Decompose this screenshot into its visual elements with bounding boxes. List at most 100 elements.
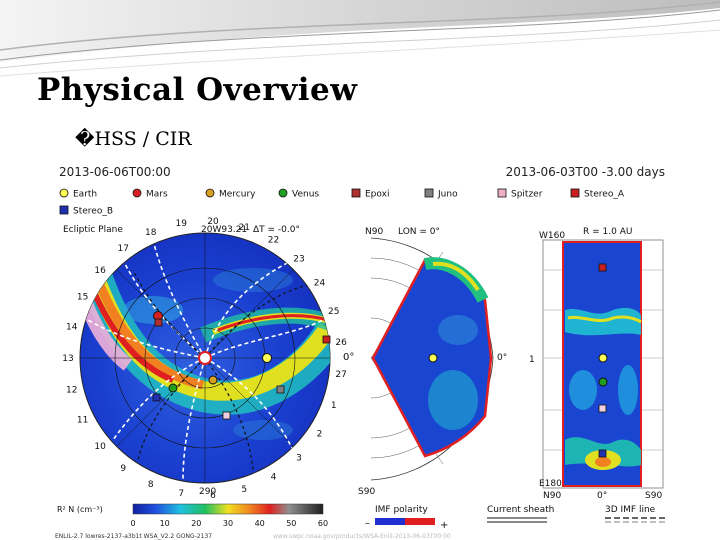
time-left-label: 2013-06-06T00:00 <box>59 165 171 179</box>
legend-label-mercury: Mercury <box>219 190 256 200</box>
imf-polarity-legend: IMF polarity – + <box>365 505 448 531</box>
ecliptic-bottom-angle: 290 <box>199 487 216 497</box>
legend-label-juno: Juno <box>437 190 458 200</box>
legend-label-venus: Venus <box>292 190 319 200</box>
radial-stereo-a-marker <box>598 263 607 272</box>
imf-line-legend: 3D IMF line <box>605 505 665 523</box>
radial-mid-label: 1 <box>529 355 535 365</box>
radial-bottom-s90: S90 <box>645 491 662 501</box>
radial-bottom-n90: N90 <box>543 491 561 501</box>
carrington-number: 1 <box>331 401 337 411</box>
carrington-number: 13 <box>62 354 73 364</box>
legend: Earth Mars Mercury Venus Epoxi Juno Spitzer Ste… <box>59 188 625 217</box>
radial-earth-marker <box>598 353 608 363</box>
header-swoosh-decoration <box>0 0 720 77</box>
colorbar-tick: 10 <box>160 519 170 528</box>
radial-top-left-label: W160 <box>539 231 565 241</box>
legend-swatch-venus <box>278 188 288 198</box>
legend-swatch-mars <box>132 188 142 198</box>
radial-bottom-left-label: E180 <box>539 479 562 489</box>
carrington-number: 27 <box>335 370 346 380</box>
carrington-number: 8 <box>148 480 154 490</box>
imf-plus-label: + <box>440 520 448 531</box>
radial-panel: W160 R = 1.0 AU 1 E180 N90 0° S90 <box>529 227 664 501</box>
carrington-number: 22 <box>268 235 279 245</box>
imf-polarity-label: IMF polarity <box>375 505 428 515</box>
legend-label-spitzer: Spitzer <box>511 190 543 200</box>
ecliptic-delta: ΔT = -0.0° <box>253 225 300 235</box>
colorbar-tick: 60 <box>318 519 328 528</box>
meridional-top-label: N90 <box>365 227 383 237</box>
carrington-number: 24 <box>314 279 326 289</box>
ecliptic-date: 20W93.21 <box>201 225 247 235</box>
carrington-number: 17 <box>117 244 128 254</box>
colorbar-tick: 0 <box>130 519 135 528</box>
footer-model-label: ENLIL-2.7 lowres-2137-a3b1t WSA_V2.2 GON… <box>55 533 212 540</box>
footer-url-label: www.swpc.noaa.gov/products/WSA-Enlil-201… <box>273 533 451 540</box>
radial-venus-marker <box>598 377 608 387</box>
radial-r-label: R = 1.0 AU <box>583 227 632 237</box>
colorbar-tick: 40 <box>255 519 265 528</box>
carrington-number: 9 <box>120 464 126 474</box>
spitzer-marker <box>222 411 231 420</box>
carrington-number: 16 <box>94 266 106 276</box>
sun-marker <box>198 351 212 365</box>
meridional-panel: N90 LON = 0° 0° S90 <box>358 227 507 497</box>
carrington-number: 5 <box>241 485 247 495</box>
carrington-number: 11 <box>77 416 88 426</box>
carrington-number: 21 <box>239 223 250 233</box>
current-sheath-legend: Current sheath <box>487 505 554 523</box>
colorbar: R² N (cm⁻³) 0 10 20 30 40 50 60 <box>57 503 328 528</box>
colorbar-ticks: 0 10 20 30 40 50 60 <box>130 519 328 528</box>
legend-label-mars: Mars <box>146 190 168 200</box>
legend-label-epoxi: Epoxi <box>365 190 389 200</box>
meridional-zero-label: 0° <box>497 353 507 363</box>
meridional-lon-label: LON = 0° <box>398 227 440 237</box>
bullet-item: �HSS / CIR <box>75 128 192 150</box>
imf-positive-swatch <box>405 518 435 525</box>
meridional-earth-marker <box>428 353 438 363</box>
epoxi-marker <box>154 318 163 327</box>
legend-swatch-spitzer <box>497 188 507 198</box>
legend-swatch-stereo-a <box>570 188 580 198</box>
carrington-number: 7 <box>178 489 184 499</box>
ecliptic-label: Ecliptic Plane <box>63 225 123 235</box>
carrington-number: 23 <box>293 254 304 264</box>
meridional-bottom-label: S90 <box>358 487 375 497</box>
carrington-number: 19 <box>175 219 187 229</box>
time-right-label: 2013-06-03T00 -3.00 days <box>506 165 665 179</box>
carrington-number: 25 <box>328 307 339 317</box>
carrington-number: 26 <box>335 338 347 348</box>
carrington-number: 15 <box>77 293 88 303</box>
colorbar-tick: 30 <box>223 519 233 528</box>
enlil-figure: 2013-06-06T00:00 2013-06-03T00 -3.00 day… <box>53 160 673 540</box>
carrington-numbers: 19 20212223242526271234567891011121314151… <box>62 217 347 501</box>
carrington-number: 18 <box>145 228 157 238</box>
carrington-number: 12 <box>66 386 77 396</box>
colorbar-gradient <box>132 503 324 515</box>
legend-swatch-epoxi <box>351 188 361 198</box>
carrington-number: 20 <box>207 217 219 227</box>
stereo-a-marker <box>322 335 331 344</box>
carrington-number: 4 <box>271 473 277 483</box>
radial-spitzer-marker <box>598 404 607 413</box>
legend-swatch-juno <box>424 188 434 198</box>
ecliptic-zero-label: 0° <box>343 352 354 363</box>
legend-swatch-mercury <box>205 188 215 198</box>
legend-label-stereo-b: Stereo_B <box>73 207 113 217</box>
legend-label-earth: Earth <box>73 190 97 200</box>
imf-line-label: 3D IMF line <box>605 505 656 515</box>
legend-swatch-stereo-b <box>59 205 69 215</box>
carrington-number: 14 <box>66 322 78 332</box>
colorbar-tick: 20 <box>191 519 201 528</box>
bullet-text: HSS / CIR <box>94 128 192 150</box>
venus-marker <box>168 383 178 393</box>
legend-swatch-earth <box>59 188 69 198</box>
current-sheath-label: Current sheath <box>487 505 554 515</box>
imf-minus-label: – <box>365 518 370 529</box>
stereo-b-marker <box>152 393 161 402</box>
earth-marker <box>262 353 272 363</box>
carrington-number: 6 <box>210 491 216 501</box>
juno-marker <box>276 385 285 394</box>
colorbar-tick: 50 <box>286 519 296 528</box>
